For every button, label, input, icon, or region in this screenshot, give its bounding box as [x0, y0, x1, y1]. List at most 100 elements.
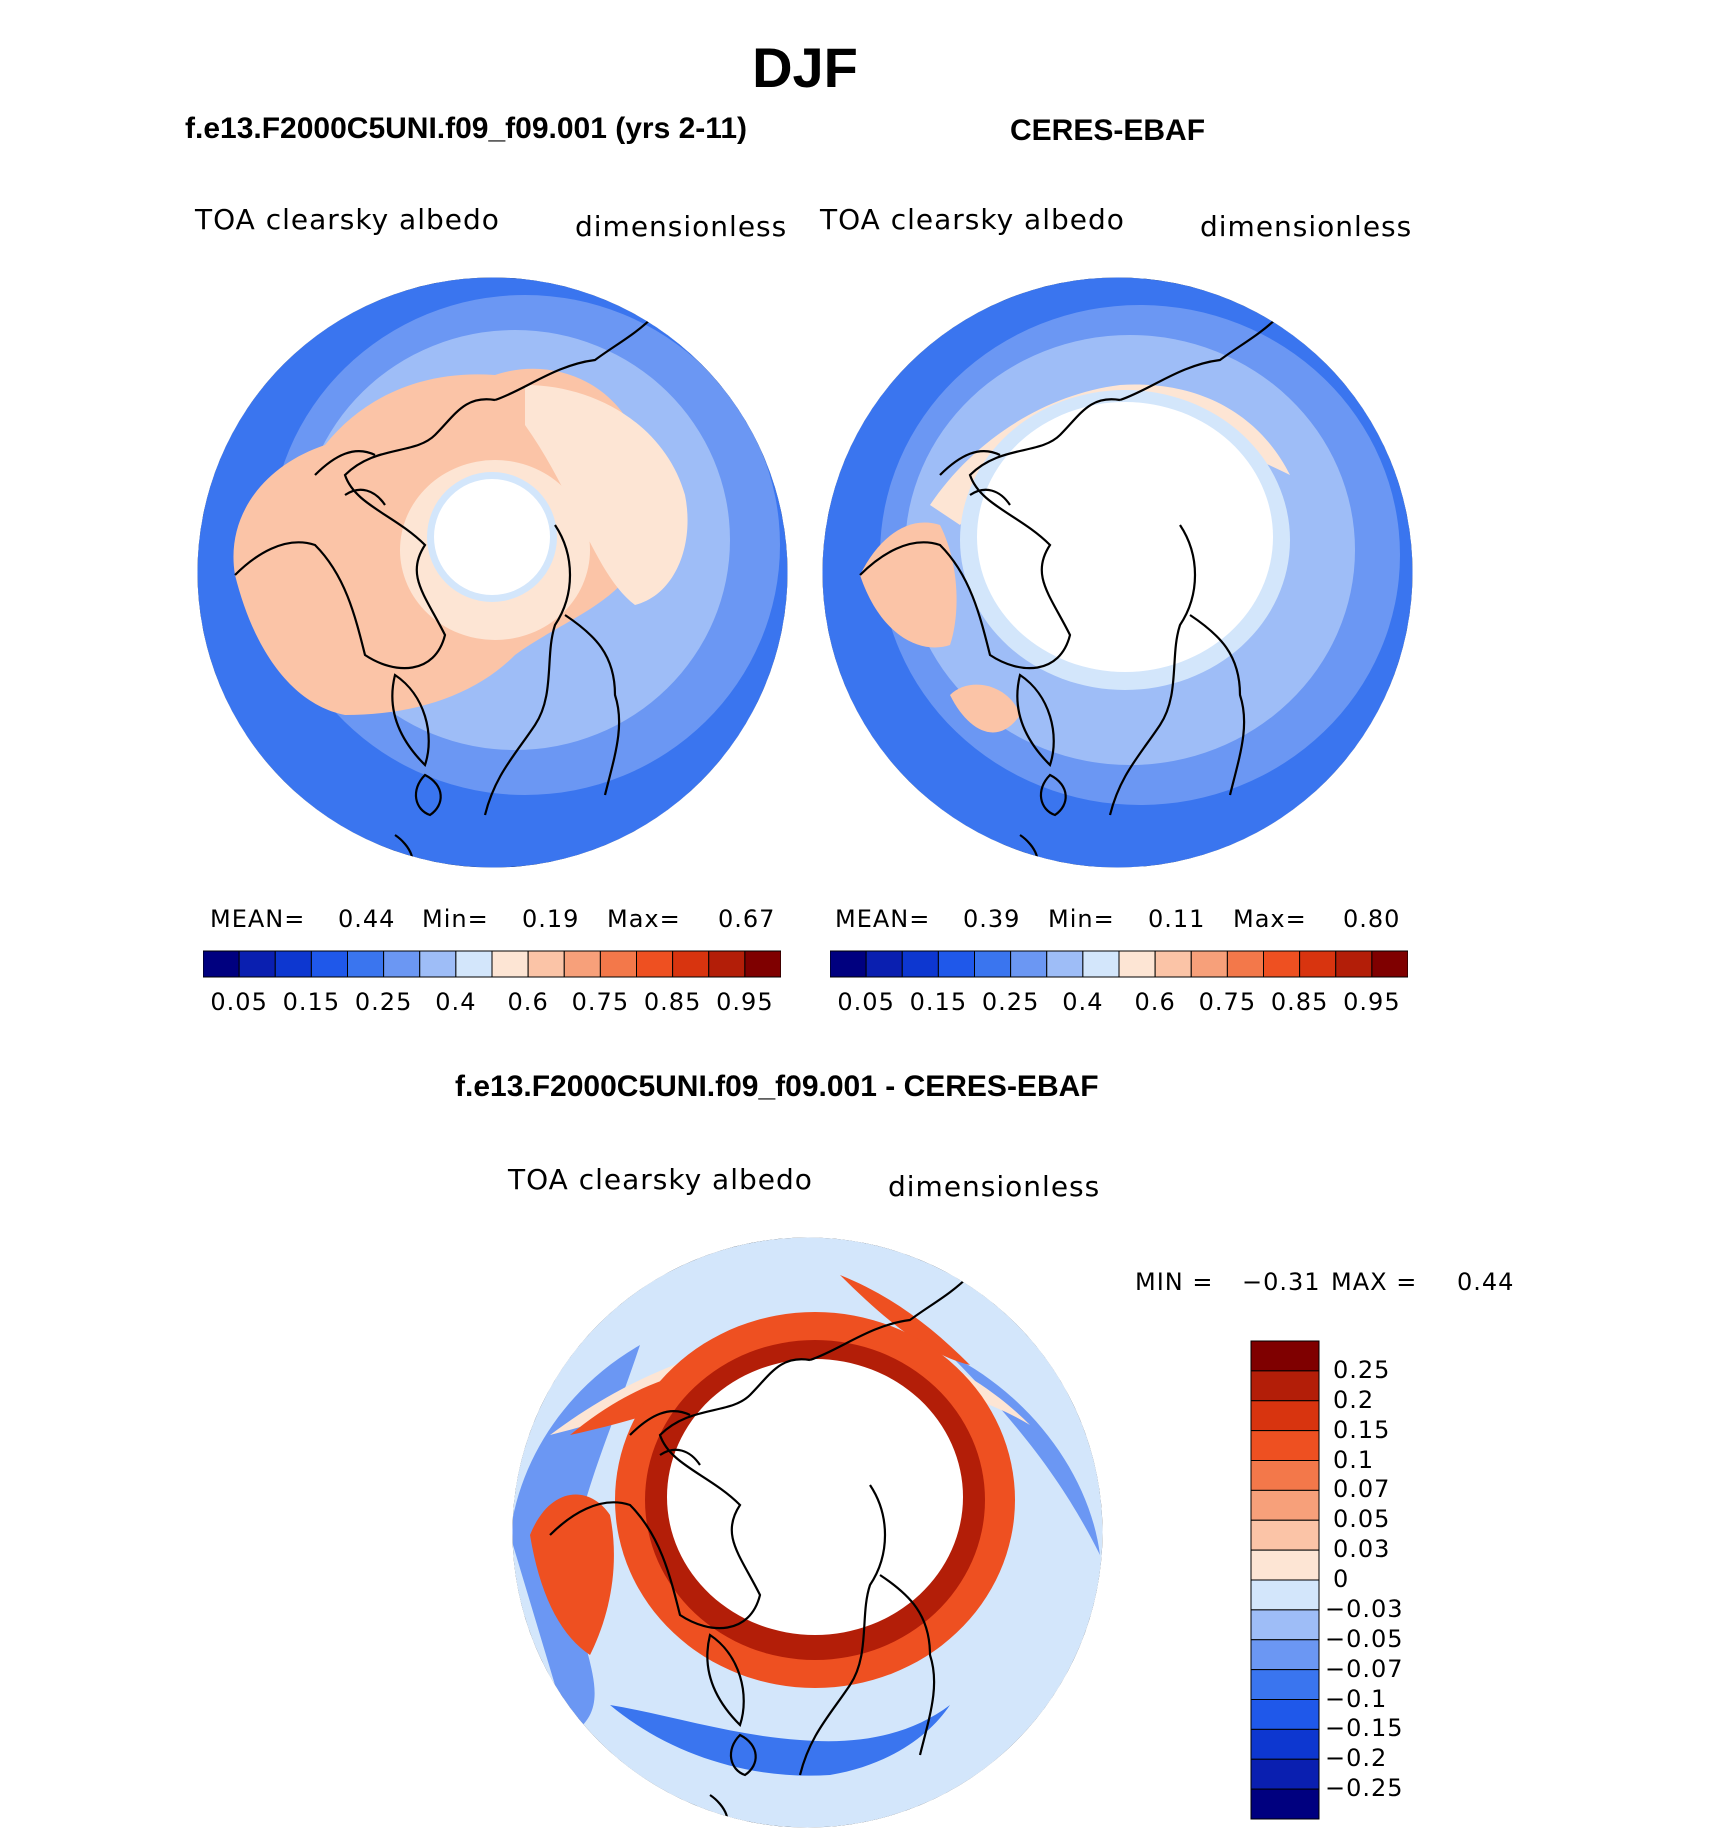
diff-colorbar-box — [1250, 1669, 1320, 1700]
diff-colorbar-box — [1250, 1788, 1320, 1820]
right-colorbar-box — [937, 950, 975, 978]
diff-polar-map — [512, 1237, 1103, 1828]
diff-colorbar-labels: 0.25 0.2 0.15 0.1 0.07 0.05 0.03 0 −0.03 −0.05 −0.… — [1325, 1340, 1465, 1820]
right-polar-map — [822, 277, 1413, 868]
right-colorbar — [830, 950, 1408, 978]
diff-colorbar-box — [1250, 1609, 1320, 1641]
diff-colorbar-tick-label: 0.07 — [1333, 1475, 1391, 1504]
right-colorbar-tick-label: 0.05 — [837, 988, 895, 1016]
diff-colorbar-tick-label: −0.1 — [1325, 1684, 1388, 1713]
diff-min-value: −0.31 — [1242, 1268, 1321, 1296]
left-colorbar-box — [203, 950, 240, 978]
right-colorbar-box — [1371, 950, 1408, 978]
left-max-value: 0.67 — [718, 905, 776, 933]
diff-colorbar-box — [1250, 1460, 1320, 1491]
right-colorbar-box — [1046, 950, 1084, 978]
right-colorbar-box — [1190, 950, 1228, 978]
right-colorbar-box — [1299, 950, 1337, 978]
diff-colorbar-tick-label: 0.05 — [1333, 1505, 1391, 1534]
diff-colorbar-box — [1250, 1430, 1320, 1461]
right-colorbar-tick-label: 0.25 — [981, 988, 1040, 1016]
left-colorbar-box — [599, 950, 637, 978]
left-colorbar-tick-label: 0.95 — [716, 988, 774, 1016]
right-max-value: 0.80 — [1343, 905, 1401, 933]
left-colorbar-box — [238, 950, 276, 978]
right-colorbar-tick-label: 0.95 — [1343, 988, 1401, 1016]
right-colorbar-tick-label: 0.6 — [1134, 988, 1176, 1016]
diff-colorbar-tick-label: 0.2 — [1333, 1385, 1375, 1414]
right-colorbar-box — [1118, 950, 1156, 978]
diff-colorbar-tick-label: 0.1 — [1333, 1445, 1375, 1474]
left-panel-title: f.e13.F2000C5UNI.f09_f09.001 (yrs 2-11) — [185, 112, 748, 145]
diff-colorbar-box — [1250, 1699, 1320, 1730]
right-colorbar-labels: 0.05 0.15 0.25 0.4 0.6 0.75 0.85 0.95 — [830, 988, 1408, 1018]
diff-variable-label: TOA clearsky albedo — [508, 1163, 813, 1196]
diff-colorbar-box — [1250, 1728, 1320, 1760]
main-title: DJF — [752, 36, 858, 99]
right-colorbar-tick-label: 0.15 — [909, 988, 968, 1016]
left-colorbar-box — [636, 950, 674, 978]
right-panel-title: CERES-EBAF — [1010, 114, 1206, 147]
right-colorbar-tick-label: 0.75 — [1198, 988, 1257, 1016]
diff-colorbar-box — [1250, 1579, 1320, 1611]
diff-colorbar-tick-label: −0.25 — [1325, 1774, 1404, 1803]
diff-max-label: MAX = — [1331, 1268, 1418, 1296]
left-colorbar-box — [274, 950, 312, 978]
diff-colorbar-tick-label: 0.25 — [1333, 1355, 1391, 1384]
right-colorbar-box — [1226, 950, 1264, 978]
diff-colorbar-box — [1250, 1519, 1320, 1551]
diff-colorbar-box — [1250, 1400, 1320, 1432]
right-colorbar-box — [1263, 950, 1301, 978]
diff-colorbar-box — [1250, 1758, 1320, 1790]
left-colorbar-box — [455, 950, 493, 978]
diff-colorbar-box — [1250, 1370, 1320, 1402]
right-max-label: Max= — [1233, 905, 1307, 933]
diff-colorbar-tick-label: −0.03 — [1325, 1594, 1404, 1623]
right-colorbar-box — [1082, 950, 1120, 978]
left-colorbar-tick-label: 0.4 — [435, 988, 477, 1016]
left-colorbar-tick-label: 0.05 — [210, 988, 268, 1016]
diff-panel-title: f.e13.F2000C5UNI.f09_f09.001 - CERES-EBA… — [455, 1070, 1099, 1103]
left-min-label: Min= — [422, 905, 489, 933]
diff-colorbar-box — [1250, 1639, 1320, 1671]
right-colorbar-tick-label: 0.4 — [1062, 988, 1104, 1016]
diff-max-value: 0.44 — [1457, 1268, 1515, 1296]
left-colorbar-tick-label: 0.75 — [571, 988, 630, 1016]
left-colorbar-box — [563, 950, 601, 978]
left-mean-label: MEAN= — [210, 905, 306, 933]
right-colorbar-box — [974, 950, 1012, 978]
left-colorbar-box — [708, 950, 746, 978]
left-colorbar-tick-label: 0.25 — [354, 988, 413, 1016]
left-colorbar-box — [419, 950, 457, 978]
left-units-label: dimensionless — [575, 210, 788, 243]
right-mean-value: 0.39 — [963, 905, 1021, 933]
diff-min-label: MIN = — [1135, 1268, 1214, 1296]
diff-colorbar — [1250, 1340, 1320, 1820]
right-colorbar-box — [865, 950, 903, 978]
diff-colorbar-tick-label: −0.15 — [1325, 1714, 1404, 1743]
left-colorbar-box — [744, 950, 781, 978]
left-colorbar-tick-label: 0.15 — [282, 988, 341, 1016]
diff-colorbar-box — [1250, 1549, 1320, 1581]
left-colorbar-box — [491, 950, 529, 978]
diff-units-label: dimensionless — [888, 1170, 1101, 1203]
left-colorbar-tick-label: 0.6 — [507, 988, 549, 1016]
left-colorbar-box — [310, 950, 348, 978]
left-colorbar-labels: 0.05 0.15 0.25 0.4 0.6 0.75 0.85 0.95 — [203, 988, 781, 1018]
right-colorbar-box — [1010, 950, 1048, 978]
right-colorbar-box — [1335, 950, 1373, 978]
left-variable-label: TOA clearsky albedo — [195, 203, 500, 236]
right-min-value: 0.11 — [1148, 905, 1206, 933]
left-colorbar-box — [672, 950, 710, 978]
diff-colorbar-tick-label: 0 — [1333, 1565, 1350, 1593]
right-colorbar-box — [901, 950, 939, 978]
right-colorbar-box — [830, 950, 867, 978]
right-variable-label: TOA clearsky albedo — [820, 203, 1125, 236]
diff-colorbar-tick-label: −0.2 — [1325, 1744, 1388, 1773]
right-units-label: dimensionless — [1200, 210, 1413, 243]
left-colorbar-box — [383, 950, 421, 978]
left-colorbar-box — [347, 950, 385, 978]
left-min-value: 0.19 — [522, 905, 580, 933]
right-mean-label: MEAN= — [835, 905, 931, 933]
left-colorbar — [203, 950, 781, 978]
